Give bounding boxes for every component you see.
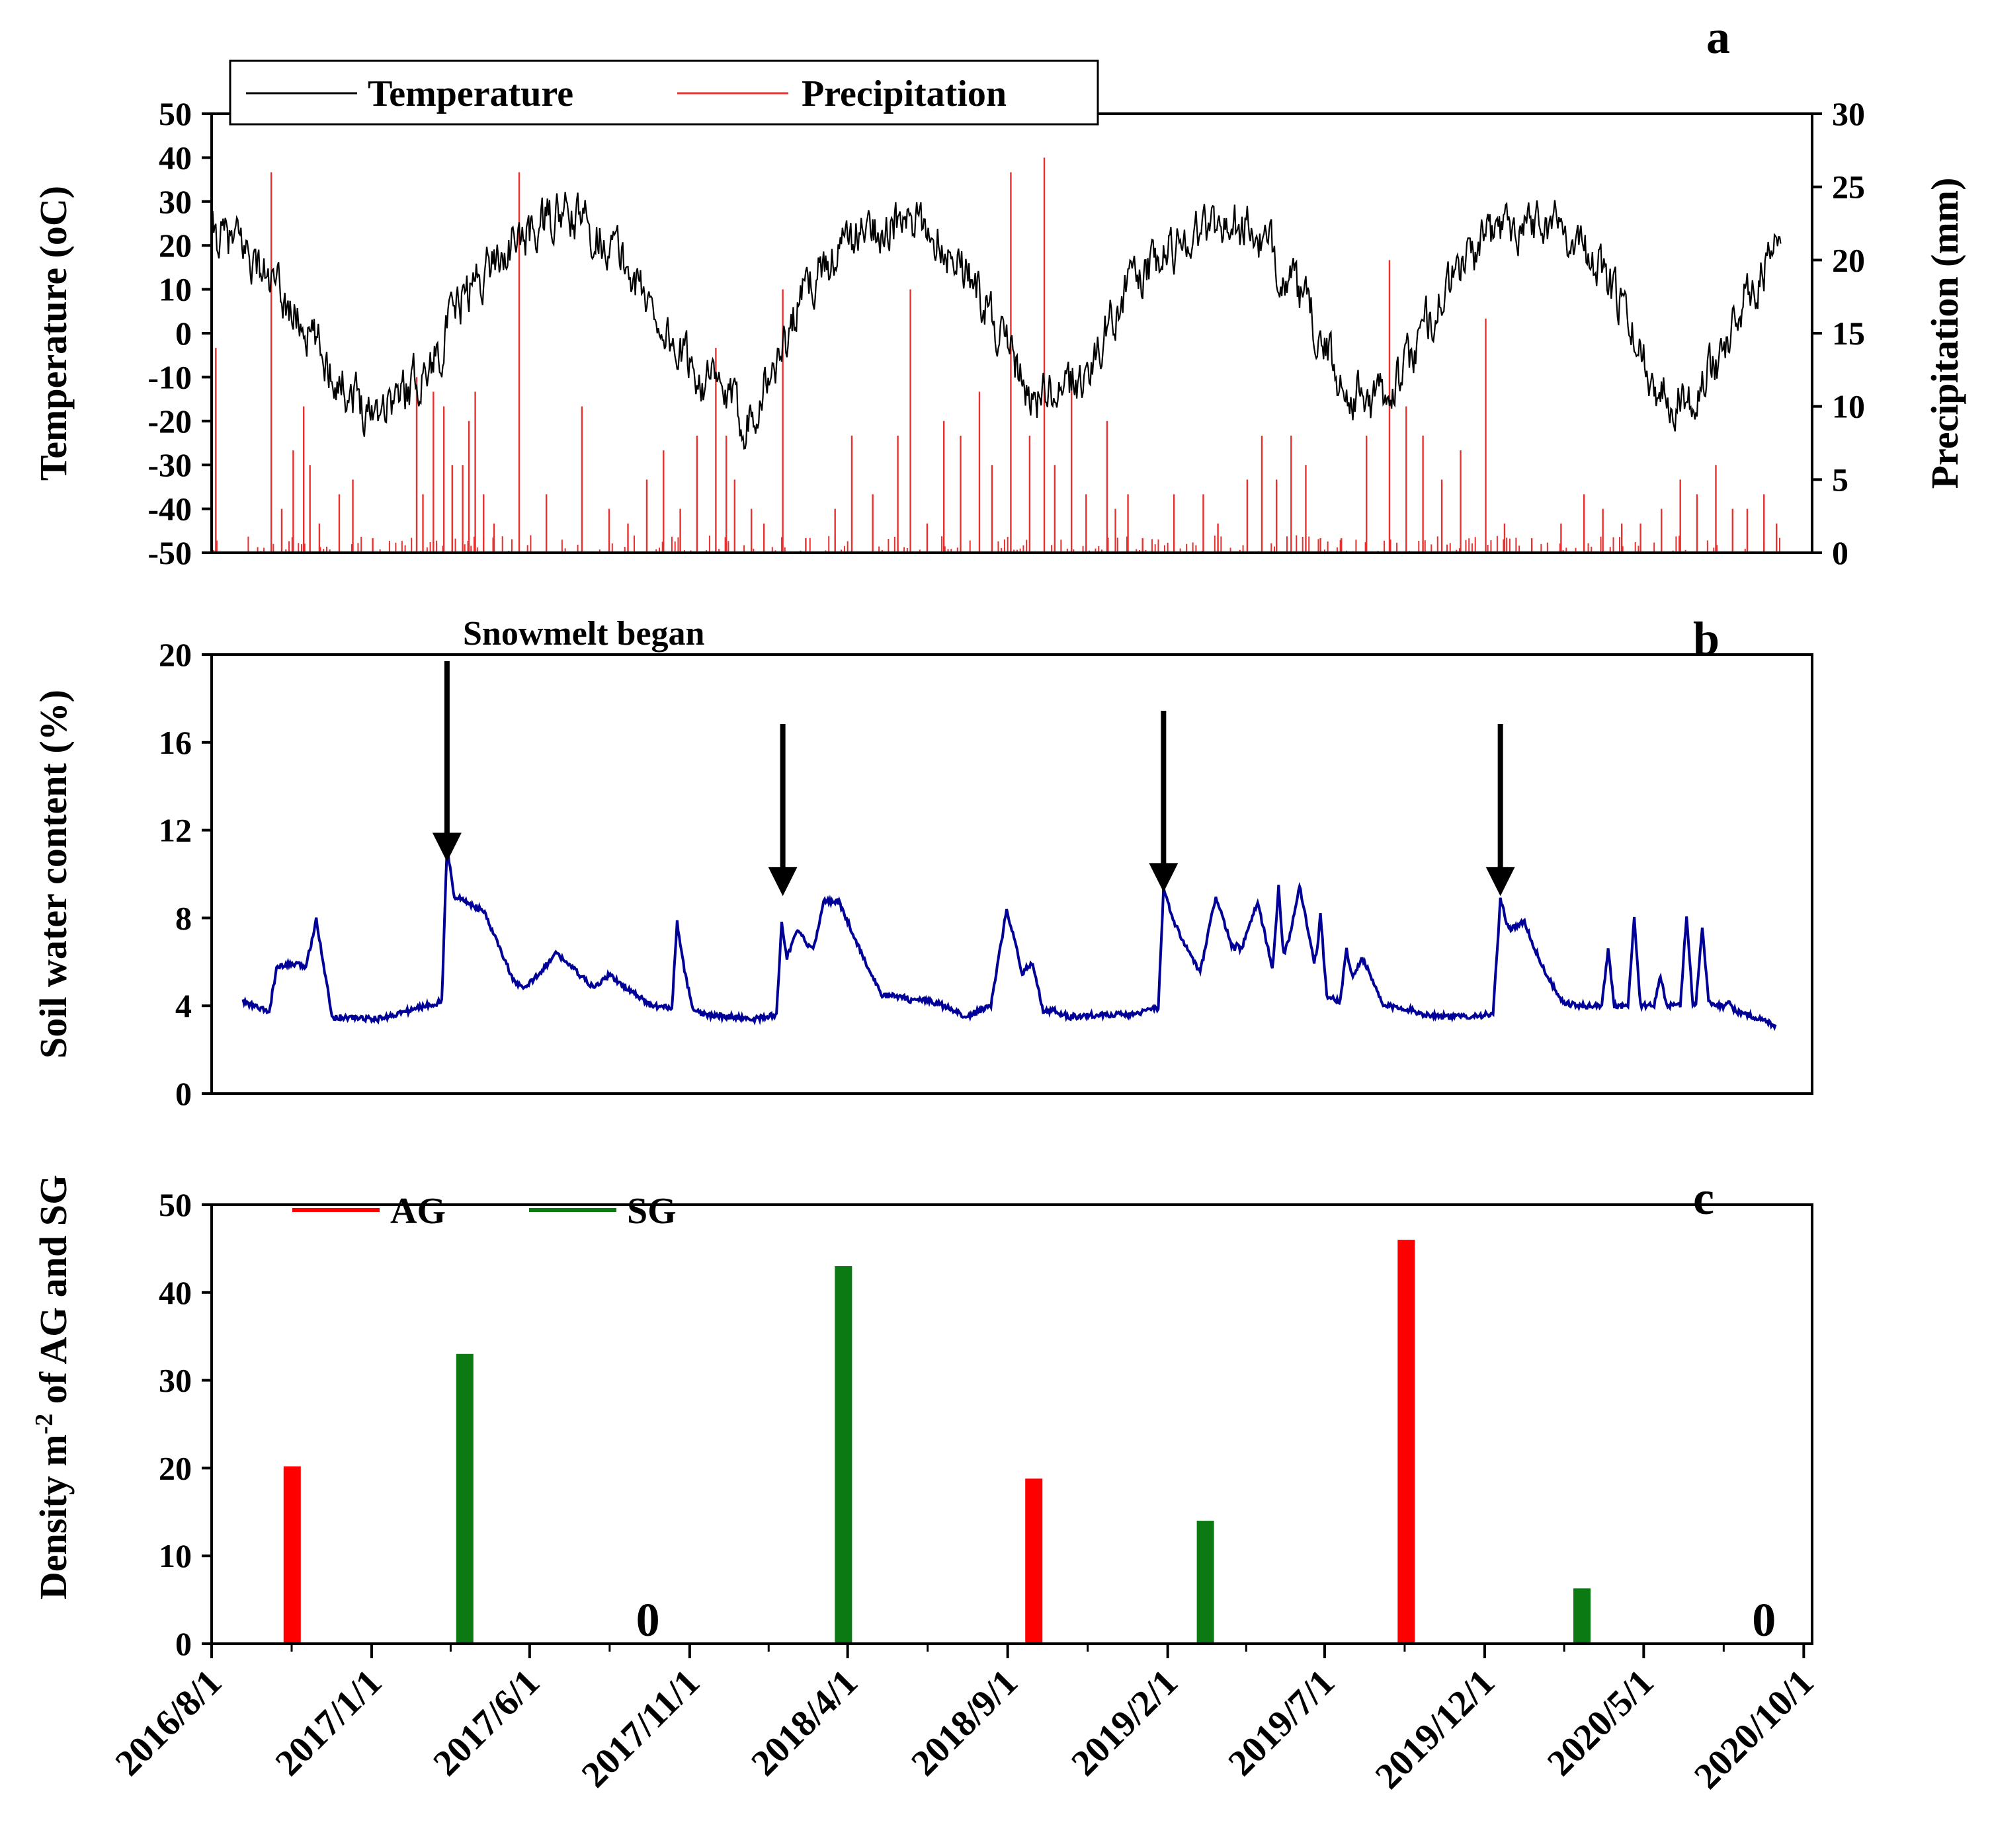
panel-b-left-axis-tick-label: 4 <box>175 987 192 1024</box>
panel-c-left-axis-tick-label: 30 <box>159 1362 192 1399</box>
panel-b-left-axis-tick-label: 8 <box>175 899 192 936</box>
panel-c-density: 50 40 30 20 10 0 2016/8/1 2017/1/1 2017/6/1 2017… <box>30 1172 1822 1797</box>
panel-b-left-axis-tick-label: 16 <box>159 724 192 761</box>
panel-a-letter: a <box>1706 11 1730 63</box>
panel-a-legend: Temperature Precipitation <box>229 60 1099 126</box>
date-axis-tick-label: 2017/11/1 <box>574 1662 708 1795</box>
soil-water-line <box>241 849 1777 1031</box>
panel-b-frame <box>210 653 1813 1095</box>
date-axis-tick-label: 2017/6/1 <box>425 1662 548 1784</box>
density-bar-sg <box>456 1353 474 1644</box>
panel-a-left-axis-tick-label: -20 <box>147 403 192 440</box>
date-axis-tick-label: 2017/1/1 <box>268 1662 390 1784</box>
date-axis-tick-label: 2020/5/1 <box>1540 1662 1662 1784</box>
panel-c-letter: c <box>1693 1172 1714 1225</box>
panel-a-left-axis-tick-label: -50 <box>147 534 192 571</box>
date-axis-tick-label: 2019/2/1 <box>1063 1662 1186 1784</box>
panel-c-ylabel-part2: of AG and SG <box>32 1175 75 1414</box>
panel-a-right-axis-tick-label: 5 <box>1832 461 1848 498</box>
legend-sg-label: SG <box>627 1191 677 1232</box>
legend-temperature-label: Temperature <box>368 73 573 114</box>
panel-b-left-axis: 20 16 12 8 4 0 <box>159 636 212 1112</box>
panel-a-left-axis-tick-label: 40 <box>159 139 192 176</box>
panel-c-left-axis-tick-label: 0 <box>175 1625 192 1662</box>
panel-b-soil-water: 20 16 12 8 4 0 Snowmelt began Soil water cont… <box>32 612 1813 1112</box>
density-bars <box>283 1240 1591 1644</box>
snowmelt-arrow-head <box>768 867 798 897</box>
snowmelt-arrows <box>432 661 1515 897</box>
snowmelt-arrow-head <box>1485 867 1515 897</box>
zero-label: 0 <box>636 1593 660 1646</box>
precipitation-series <box>213 157 1780 553</box>
panel-c-ylabel-superscript: -2 <box>30 1414 58 1435</box>
panel-a-right-axis: 30 25 20 15 10 5 0 <box>1812 95 1865 571</box>
panel-c-ylabel: Density m-2 of AG and SG <box>30 1175 75 1599</box>
panel-a-left-axis: 50 40 30 20 10 0 -10 -20 -30 -40 -50 <box>147 95 212 571</box>
panel-a-right-axis-tick-label: 25 <box>1832 169 1865 206</box>
panel-c-legend: AG SG <box>292 1191 677 1232</box>
date-axis-tick-label: 2019/7/1 <box>1220 1662 1343 1784</box>
legend-ag-label: AG <box>390 1191 446 1232</box>
snowmelt-arrow-head <box>432 832 462 862</box>
date-axis: 2016/8/1 2017/1/1 2017/6/1 2017/11/1 2018/4/… <box>108 1644 1822 1797</box>
panel-a-right-axis-tick-label: 15 <box>1832 315 1865 352</box>
density-bar-ag <box>283 1466 301 1644</box>
temperature-line <box>210 192 1782 450</box>
date-axis-tick-label: 2020/10/1 <box>1686 1662 1821 1796</box>
panel-c-left-axis-tick-label: 10 <box>159 1537 192 1574</box>
density-bar-sg <box>1196 1521 1214 1644</box>
panel-a-left-axis-tick-label: 50 <box>159 95 192 132</box>
panel-a-right-axis-tick-label: 20 <box>1832 241 1865 278</box>
panel-a-left-axis-tick-label: -10 <box>147 358 192 395</box>
panel-a-left-axis-tick-label: 20 <box>159 227 192 264</box>
panel-c-left-axis: 50 40 30 20 10 0 <box>159 1186 212 1662</box>
panel-a-left-axis-tick-label: 10 <box>159 271 192 308</box>
density-bar-sg <box>1573 1588 1591 1644</box>
panel-b-left-axis-tick-label: 12 <box>159 812 192 849</box>
panel-b-left-axis-tick-label: 0 <box>175 1075 192 1112</box>
date-axis-tick-label: 2018/9/1 <box>903 1662 1026 1784</box>
panel-a-left-axis-tick-label: 0 <box>175 315 192 352</box>
panel-c-left-axis-tick-label: 40 <box>159 1274 192 1311</box>
panel-a-right-axis-tick-label: 0 <box>1832 534 1848 571</box>
snowmelt-annotation: Snowmelt began <box>463 615 705 653</box>
panel-a-left-axis-tick-label: -30 <box>147 446 192 483</box>
panel-b-ylabel: Soil water content (%) <box>32 690 75 1059</box>
panel-a-ylabel-right: Precipitation (mm) <box>1923 178 1966 489</box>
panel-c-left-axis-tick-label: 50 <box>159 1186 192 1223</box>
date-axis-tick-label: 2018/4/1 <box>743 1662 866 1784</box>
panel-a-left-axis-tick-label: 30 <box>159 183 192 220</box>
panel-a-legend-box <box>229 60 1099 126</box>
snowmelt-arrow-head <box>1149 863 1179 893</box>
panel-a-right-axis-tick-label: 30 <box>1832 95 1865 132</box>
panel-c-ylabel-part1: Density m <box>32 1434 75 1599</box>
panel-c-left-axis-tick-label: 20 <box>159 1449 192 1486</box>
density-bar-ag <box>1025 1478 1043 1644</box>
panel-a-left-axis-tick-label: -40 <box>147 491 192 528</box>
date-axis-tick-label: 2019/12/1 <box>1368 1662 1503 1796</box>
panel-a-right-axis-tick-label: 10 <box>1832 388 1865 425</box>
density-bar-ag <box>1397 1240 1415 1644</box>
panel-b-letter: b <box>1693 612 1720 665</box>
panel-c-frame <box>210 1203 1813 1645</box>
zero-label: 0 <box>1752 1593 1776 1646</box>
density-bar-sg <box>835 1265 852 1644</box>
panel-a-ylabel-left: Temperature (oC) <box>32 186 75 481</box>
date-axis-tick-label: 2016/8/1 <box>108 1662 230 1784</box>
panel-b-left-axis-tick-label: 20 <box>159 636 192 673</box>
legend-precipitation-label: Precipitation <box>802 73 1007 114</box>
